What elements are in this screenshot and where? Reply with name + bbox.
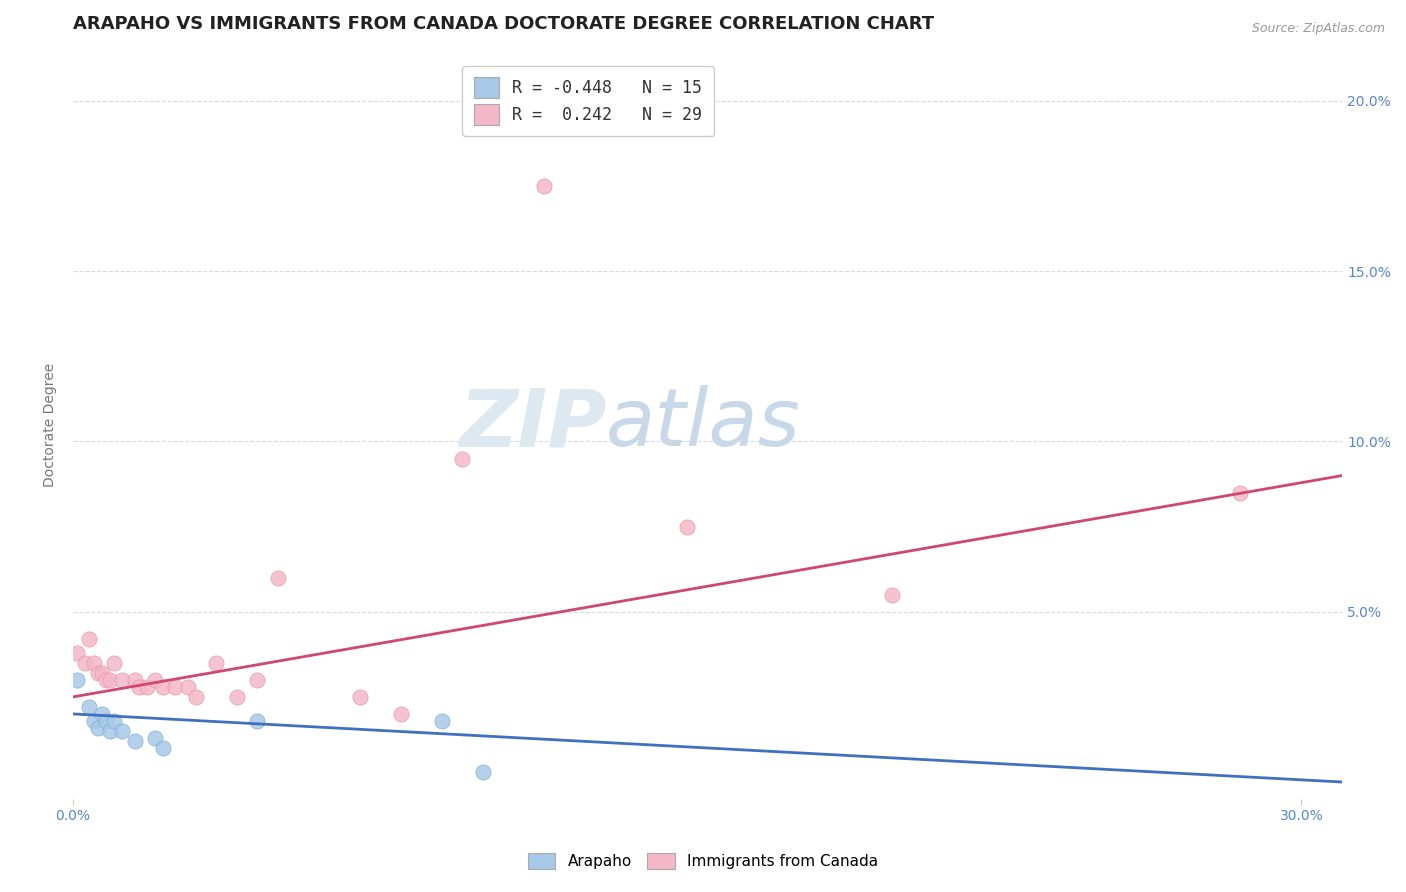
Point — [103, 656, 125, 670]
Point — [124, 673, 146, 687]
Point — [177, 680, 200, 694]
Point — [430, 714, 453, 728]
Point — [135, 680, 157, 694]
Point — [86, 721, 108, 735]
Point — [225, 690, 247, 704]
Point — [471, 764, 494, 779]
Point — [90, 706, 112, 721]
Text: ARAPAHO VS IMMIGRANTS FROM CANADA DOCTORATE DEGREE CORRELATION CHART: ARAPAHO VS IMMIGRANTS FROM CANADA DOCTOR… — [73, 15, 934, 33]
Point — [98, 723, 121, 738]
Point — [86, 666, 108, 681]
Point — [79, 632, 101, 646]
Point — [124, 734, 146, 748]
Point — [880, 588, 903, 602]
Point — [389, 706, 412, 721]
Point — [152, 741, 174, 756]
Point — [676, 519, 699, 533]
Point — [111, 723, 134, 738]
Point — [184, 690, 207, 704]
Point — [152, 680, 174, 694]
Point — [90, 666, 112, 681]
Point — [111, 673, 134, 687]
Point — [533, 179, 555, 194]
Point — [66, 673, 89, 687]
Point — [143, 673, 166, 687]
Point — [94, 673, 117, 687]
Text: atlas: atlas — [606, 385, 801, 464]
Point — [165, 680, 187, 694]
Point — [349, 690, 371, 704]
Point — [75, 656, 97, 670]
Point — [103, 714, 125, 728]
Legend: Arapaho, Immigrants from Canada: Arapaho, Immigrants from Canada — [522, 847, 884, 875]
Point — [128, 680, 150, 694]
Legend: R = -0.448   N = 15, R =  0.242   N = 29: R = -0.448 N = 15, R = 0.242 N = 29 — [463, 66, 714, 136]
Point — [79, 700, 101, 714]
Point — [66, 646, 89, 660]
Y-axis label: Doctorate Degree: Doctorate Degree — [44, 362, 58, 486]
Point — [94, 714, 117, 728]
Point — [451, 451, 474, 466]
Text: ZIP: ZIP — [458, 385, 606, 464]
Point — [1229, 485, 1251, 500]
Point — [98, 673, 121, 687]
Point — [246, 714, 269, 728]
Point — [83, 656, 105, 670]
Point — [267, 571, 290, 585]
Text: Source: ZipAtlas.com: Source: ZipAtlas.com — [1251, 22, 1385, 36]
Point — [205, 656, 228, 670]
Point — [143, 731, 166, 745]
Point — [246, 673, 269, 687]
Point — [83, 714, 105, 728]
